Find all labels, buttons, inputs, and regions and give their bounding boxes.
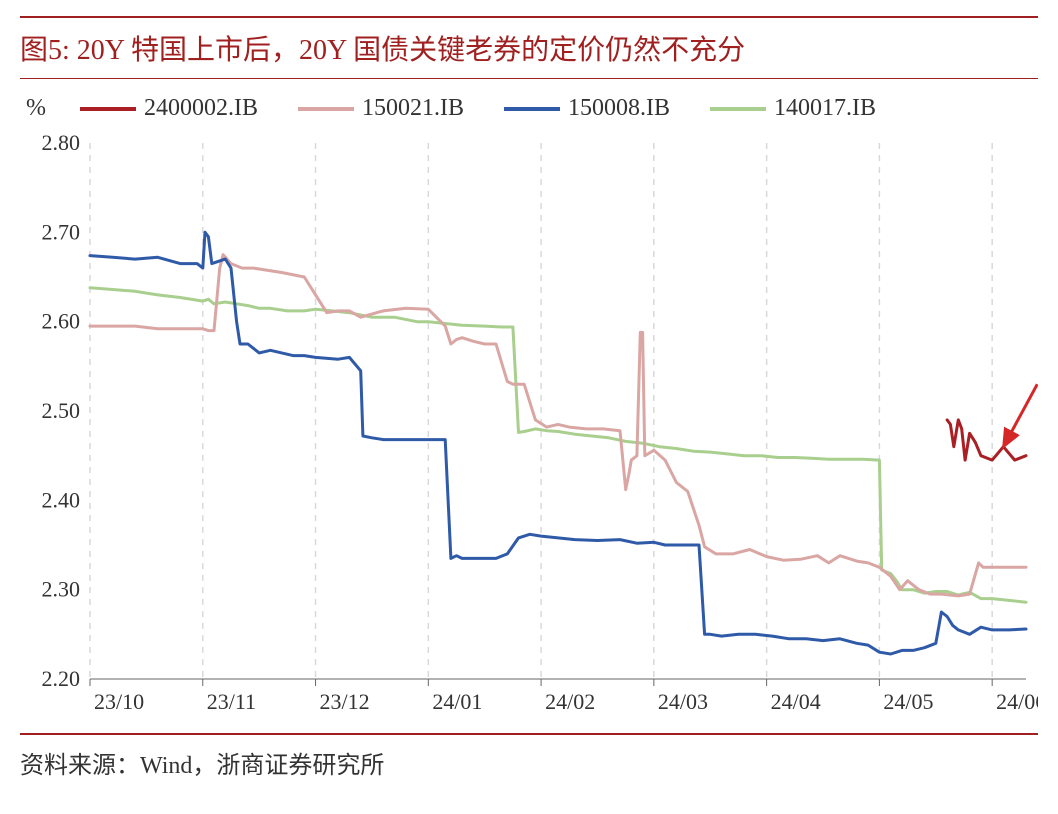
svg-text:24/04: 24/04 bbox=[771, 689, 821, 714]
figure-title: 图5: 20Y 特国上市后，20Y 国债关键老券的定价仍然不充分 bbox=[20, 16, 1038, 79]
svg-text:2.60: 2.60 bbox=[42, 309, 81, 334]
svg-text:2.40: 2.40 bbox=[42, 487, 81, 512]
figure-source: 资料来源：Wind，浙商证券研究所 bbox=[20, 733, 1038, 780]
svg-text:2.20: 2.20 bbox=[42, 666, 81, 691]
chart-area: % 2400002.IB 150021.IB 150008.IB 140017.… bbox=[20, 87, 1038, 727]
svg-text:24/06: 24/06 bbox=[996, 689, 1038, 714]
line-chart-svg: 2.20 2.30 2.40 2.50 2.60 2.70 2.80 23/10 23/11 23… bbox=[20, 87, 1038, 727]
svg-text:2.30: 2.30 bbox=[42, 577, 81, 602]
svg-text:2.70: 2.70 bbox=[42, 219, 81, 244]
svg-text:2.50: 2.50 bbox=[42, 398, 81, 423]
svg-text:24/05: 24/05 bbox=[883, 689, 933, 714]
svg-text:24/02: 24/02 bbox=[545, 689, 595, 714]
svg-text:23/11: 23/11 bbox=[207, 689, 256, 714]
svg-text:24/01: 24/01 bbox=[432, 689, 482, 714]
svg-text:23/10: 23/10 bbox=[94, 689, 144, 714]
svg-text:23/12: 23/12 bbox=[320, 689, 370, 714]
svg-text:2.80: 2.80 bbox=[42, 130, 81, 155]
svg-text:24/03: 24/03 bbox=[658, 689, 708, 714]
